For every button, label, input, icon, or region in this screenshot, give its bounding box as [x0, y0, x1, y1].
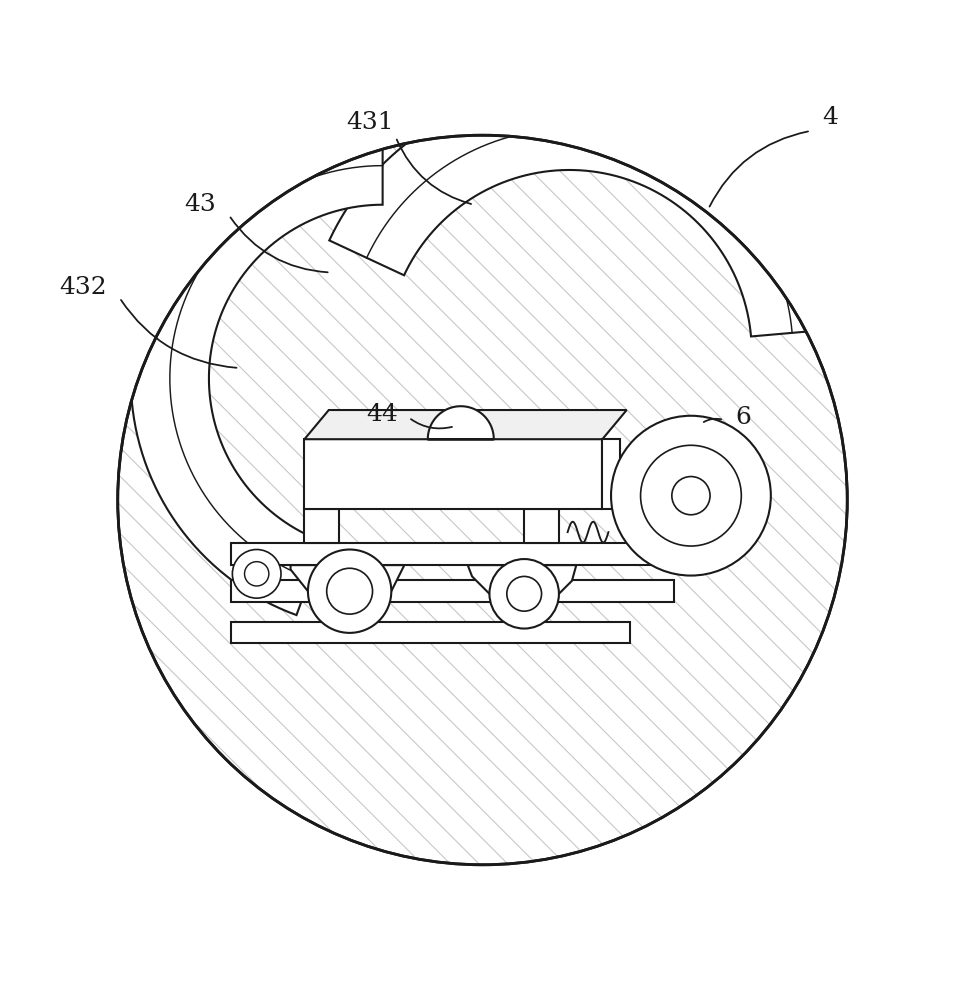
- Polygon shape: [290, 565, 404, 591]
- Text: 432: 432: [59, 276, 107, 299]
- Text: 43: 43: [184, 193, 216, 216]
- Circle shape: [507, 576, 541, 611]
- Text: 4: 4: [822, 106, 838, 129]
- Polygon shape: [131, 127, 382, 615]
- Polygon shape: [524, 509, 559, 543]
- Polygon shape: [231, 580, 674, 602]
- Polygon shape: [231, 543, 674, 565]
- Circle shape: [308, 550, 391, 633]
- Circle shape: [233, 550, 281, 598]
- Polygon shape: [329, 87, 833, 336]
- Text: 6: 6: [735, 406, 751, 429]
- Circle shape: [489, 559, 559, 629]
- Circle shape: [611, 416, 771, 576]
- Polygon shape: [468, 565, 576, 594]
- Circle shape: [244, 562, 269, 586]
- Polygon shape: [304, 439, 602, 509]
- Polygon shape: [602, 439, 620, 509]
- Circle shape: [641, 445, 741, 546]
- Circle shape: [672, 477, 710, 515]
- Polygon shape: [427, 406, 494, 439]
- Polygon shape: [231, 622, 630, 643]
- Polygon shape: [304, 509, 340, 543]
- Text: 431: 431: [345, 111, 394, 134]
- Circle shape: [327, 568, 372, 614]
- Text: 44: 44: [367, 403, 399, 426]
- Polygon shape: [304, 410, 626, 439]
